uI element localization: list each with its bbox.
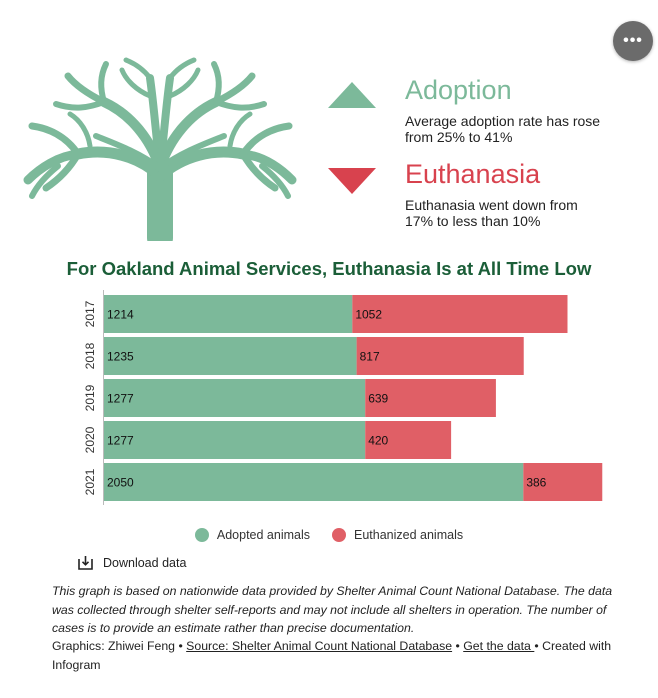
methodology-note: This graph is based on nationwide data p…: [52, 584, 613, 635]
triangle-down-icon: [328, 168, 376, 194]
adoption-description: Average adoption rate has rose from 25% …: [405, 113, 601, 145]
data-label-adopted-2019: 1277: [107, 392, 134, 406]
legend-swatch-adopted: [194, 528, 209, 542]
download-icon: [78, 556, 93, 570]
data-label-euthanized-2020: 420: [368, 434, 388, 448]
legend-item-adopted[interactable]: Adopted animals: [194, 528, 310, 542]
bar-adopted-2019[interactable]: [104, 379, 366, 417]
stacked-bar-chart: 2017 1214 1052 2018 1235 817 2019 1277 639 2020 12…: [83, 290, 603, 505]
y-tick-label-2018: 2018: [83, 342, 97, 369]
data-label-euthanized-2018: 817: [360, 350, 380, 364]
download-label: Download data: [103, 555, 187, 570]
more-options-button[interactable]: •••: [613, 21, 653, 61]
bar-euthanized-2019[interactable]: [365, 379, 496, 417]
data-label-adopted-2020: 1277: [107, 434, 134, 448]
bar-adopted-2021[interactable]: [104, 463, 524, 501]
triangle-up-icon: [328, 82, 376, 108]
legend-item-euthanized[interactable]: Euthanized animals: [332, 528, 463, 542]
data-label-adopted-2018: 1235: [107, 350, 134, 364]
adoption-title: Adoption: [405, 75, 512, 105]
separator: •: [534, 639, 543, 653]
graphics-credit: Graphics: Zhiwei Feng: [52, 639, 176, 653]
credits-line: Graphics: Zhiwei Feng • Source: Shelter …: [52, 637, 632, 674]
chart-title: For Oakland Animal Services, Euthanasia …: [66, 258, 592, 279]
legend-label-adopted: Adopted animals: [216, 528, 310, 542]
data-label-euthanized-2017: 1052: [355, 308, 382, 322]
bar-adopted-2020[interactable]: [104, 421, 366, 459]
oakland-tree-logo: [23, 57, 297, 241]
bar-euthanized-2017[interactable]: [352, 295, 568, 333]
legend-label-euthanized: Euthanized animals: [354, 528, 464, 542]
data-label-adopted-2017: 1214: [107, 308, 134, 322]
bar-euthanized-2020[interactable]: [365, 421, 452, 459]
more-dots-icon: •••: [623, 32, 643, 49]
get-data-link[interactable]: Get the data: [463, 639, 535, 653]
separator: •: [452, 639, 464, 653]
download-data-button[interactable]: Download data: [78, 555, 186, 570]
source-link[interactable]: Source: Shelter Animal Count National Da…: [186, 639, 453, 653]
chart-legend: Adopted animals Euthanized animals: [0, 528, 658, 542]
created-with-credit: Created with Infogram: [52, 639, 612, 672]
data-label-euthanized-2021: 386: [526, 476, 546, 490]
y-tick-label-2021: 2021: [83, 468, 97, 495]
data-label-adopted-2021: 2050: [107, 476, 134, 490]
y-tick-label-2017: 2017: [83, 300, 97, 327]
euthanasia-description: Euthanasia went down from 17% to less th…: [405, 197, 578, 229]
bar-euthanized-2018[interactable]: [356, 337, 524, 375]
bar-adopted-2018[interactable]: [104, 337, 357, 375]
data-label-euthanized-2019: 639: [368, 392, 388, 406]
euthanasia-title: Euthanasia: [405, 159, 541, 189]
y-tick-label-2019: 2019: [83, 384, 97, 411]
y-tick-label-2020: 2020: [83, 426, 97, 453]
bar-adopted-2017[interactable]: [104, 295, 353, 333]
separator: •: [175, 639, 187, 653]
legend-swatch-euthanized: [332, 528, 346, 542]
bar-euthanized-2021[interactable]: [523, 463, 603, 501]
